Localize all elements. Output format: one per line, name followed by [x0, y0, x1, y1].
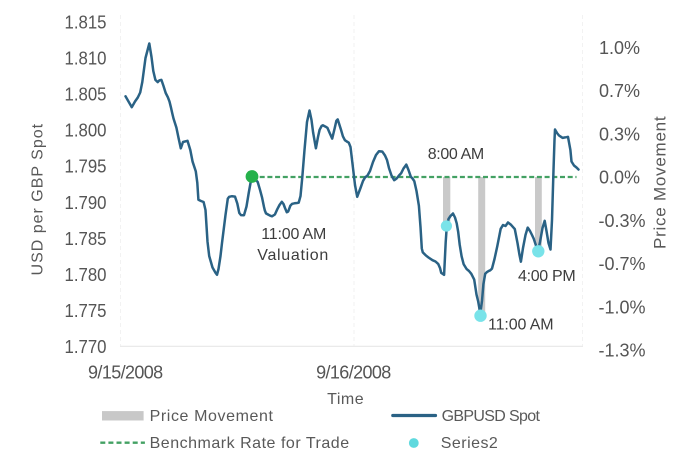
- svg-text:1.800: 1.800: [65, 121, 107, 141]
- svg-text:Valuation: Valuation: [257, 247, 328, 264]
- svg-text:Benchmark Rate for Trade: Benchmark Rate for Trade: [150, 435, 350, 452]
- svg-text:GBPUSD Spot: GBPUSD Spot: [442, 408, 541, 425]
- svg-text:Price Movement: Price Movement: [150, 408, 274, 425]
- svg-text:Series2: Series2: [441, 435, 498, 452]
- svg-text:Time: Time: [327, 391, 364, 408]
- svg-text:1.795: 1.795: [65, 157, 107, 177]
- svg-text:9/16/2008: 9/16/2008: [316, 362, 391, 382]
- svg-text:-0.3%: -0.3%: [599, 211, 646, 231]
- svg-text:0.0%: 0.0%: [599, 168, 640, 188]
- svg-text:0.7%: 0.7%: [599, 81, 640, 101]
- svg-text:1.805: 1.805: [65, 85, 107, 105]
- svg-text:USD per GBP Spot: USD per GBP Spot: [30, 123, 47, 275]
- svg-text:11:00 AM: 11:00 AM: [261, 226, 326, 243]
- svg-text:1.785: 1.785: [65, 229, 107, 249]
- svg-text:4:00 PM: 4:00 PM: [518, 268, 576, 285]
- svg-text:1.0%: 1.0%: [599, 38, 640, 58]
- svg-text:-0.7%: -0.7%: [599, 254, 646, 274]
- svg-text:1.770: 1.770: [65, 337, 107, 357]
- svg-text:Price Movement: Price Movement: [651, 116, 670, 249]
- svg-text:0.3%: 0.3%: [599, 125, 640, 145]
- svg-text:1.790: 1.790: [65, 193, 107, 213]
- svg-text:1.810: 1.810: [65, 48, 107, 68]
- svg-text:1.815: 1.815: [65, 12, 107, 32]
- svg-text:1.775: 1.775: [65, 301, 107, 321]
- svg-text:-1.3%: -1.3%: [599, 341, 646, 361]
- svg-text:8:00 AM: 8:00 AM: [428, 146, 485, 163]
- svg-text:1.780: 1.780: [65, 265, 107, 285]
- svg-text:11:00 AM: 11:00 AM: [488, 316, 554, 333]
- svg-text:9/15/2008: 9/15/2008: [88, 362, 163, 382]
- svg-text:-1.0%: -1.0%: [599, 298, 646, 318]
